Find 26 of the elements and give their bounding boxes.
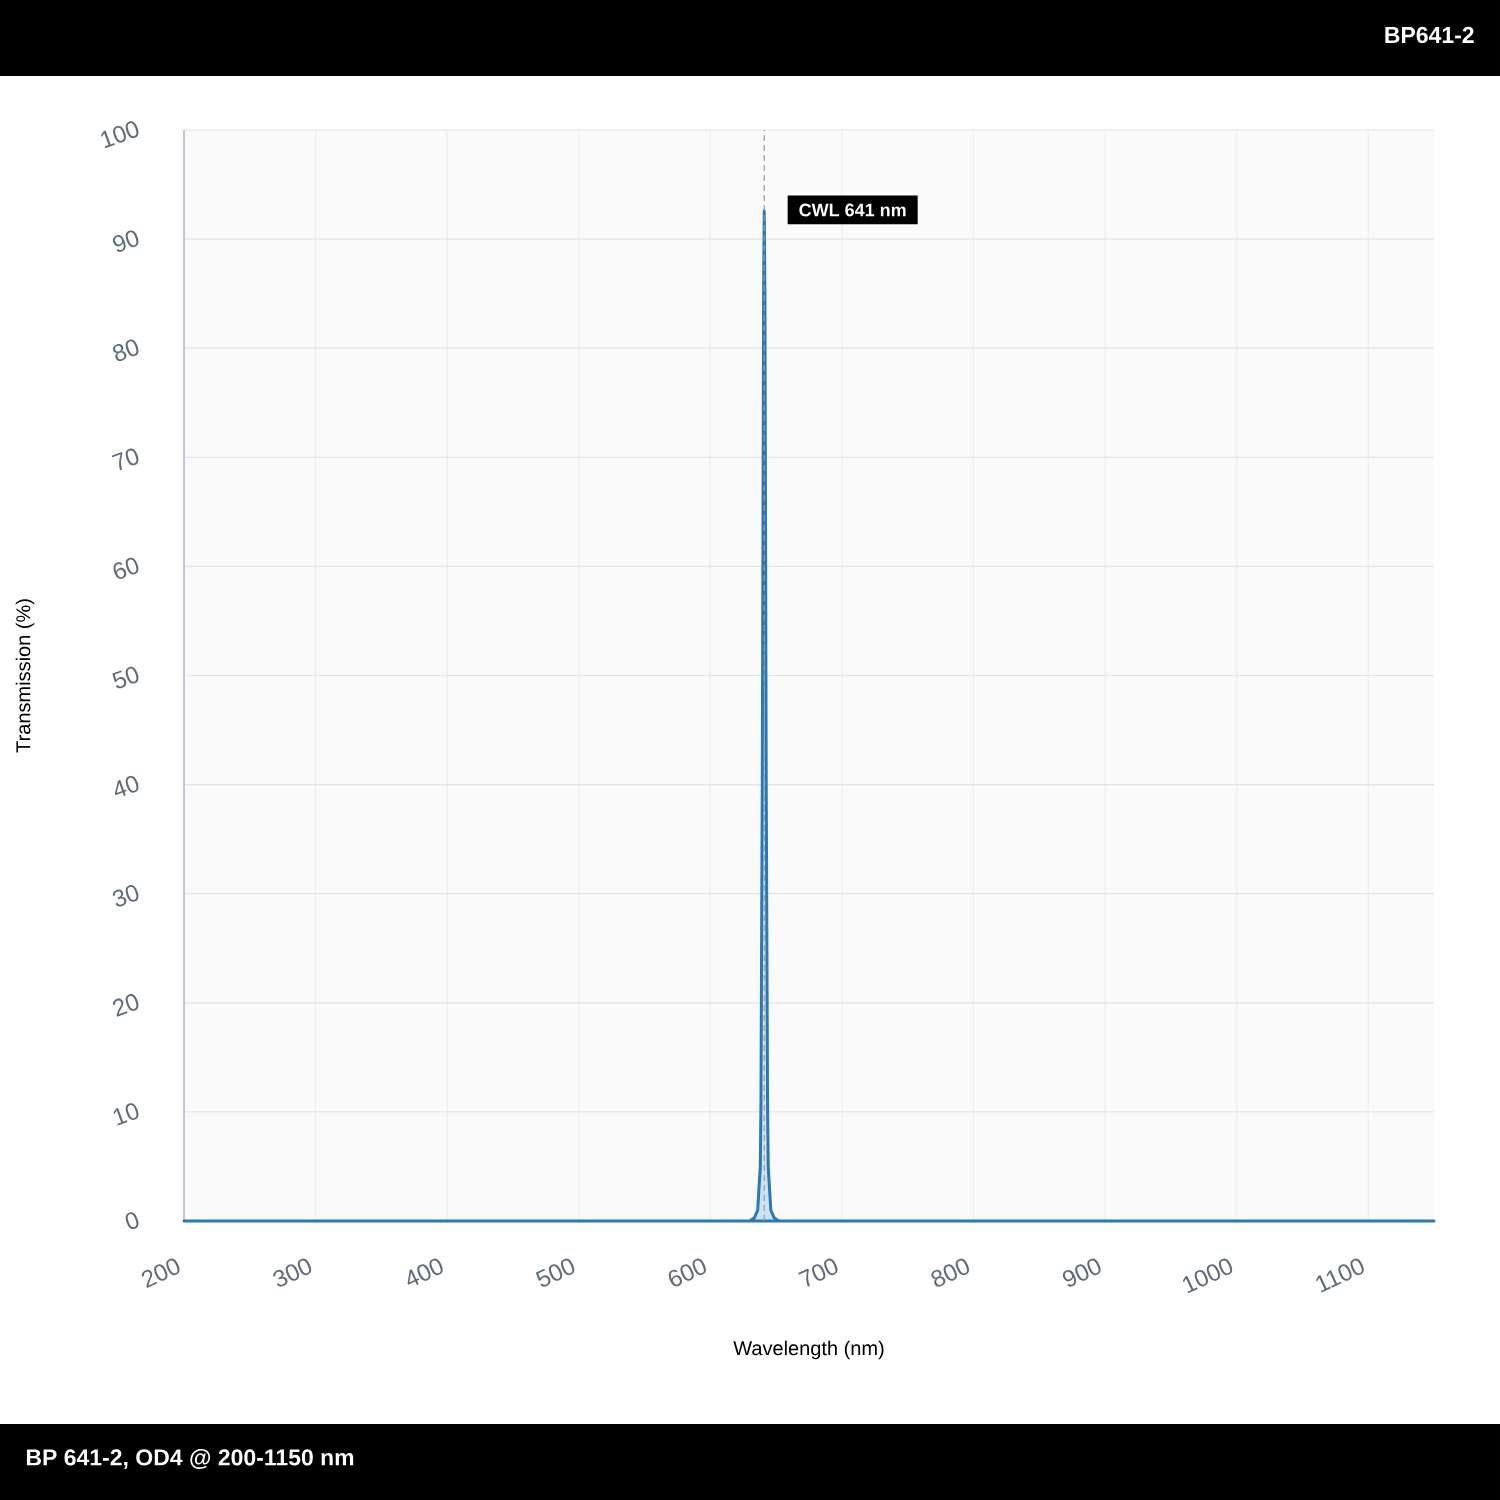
x-tick-label: 500 (535, 1258, 575, 1287)
x-tick-label: 700 (798, 1258, 838, 1287)
chart-title: BP641-2 (1385, 26, 1474, 44)
x-tick-label: 200 (141, 1258, 180, 1288)
x-tick-label: 1000 (1182, 1258, 1233, 1294)
y-tick-label: 30 (112, 885, 139, 907)
x-axis-title: Wavelength (nm) (733, 1340, 884, 1360)
x-tick-label: 800 (931, 1258, 970, 1287)
y-tick-label: 90 (112, 230, 139, 252)
ref-line-label: CWL 641 nm (799, 203, 906, 217)
y-tick-label: 50 (112, 666, 139, 689)
y-tick-label: 20 (112, 994, 139, 1017)
x-tick-label: 900 (1062, 1258, 1101, 1287)
y-tick-label: 40 (114, 775, 139, 797)
x-tick-label: 600 (668, 1258, 706, 1287)
y-axis-title: Transmission (%) (15, 599, 35, 753)
y-tick-label: 80 (112, 339, 139, 361)
y-tick-label: 100 (101, 121, 139, 149)
text: BP 641-2, OD4 @ 200-1150 nm (26, 1449, 354, 1469)
y-tick-label: 70 (111, 448, 139, 471)
x-tick-label: 400 (407, 1258, 443, 1285)
y-tick-label: 60 (113, 557, 139, 579)
y-tick-label: 10 (113, 1103, 139, 1126)
x-tick-label: 1100 (1316, 1258, 1364, 1293)
y-tick-label: 0 (125, 1212, 139, 1230)
x-tick-label: 300 (273, 1258, 312, 1287)
